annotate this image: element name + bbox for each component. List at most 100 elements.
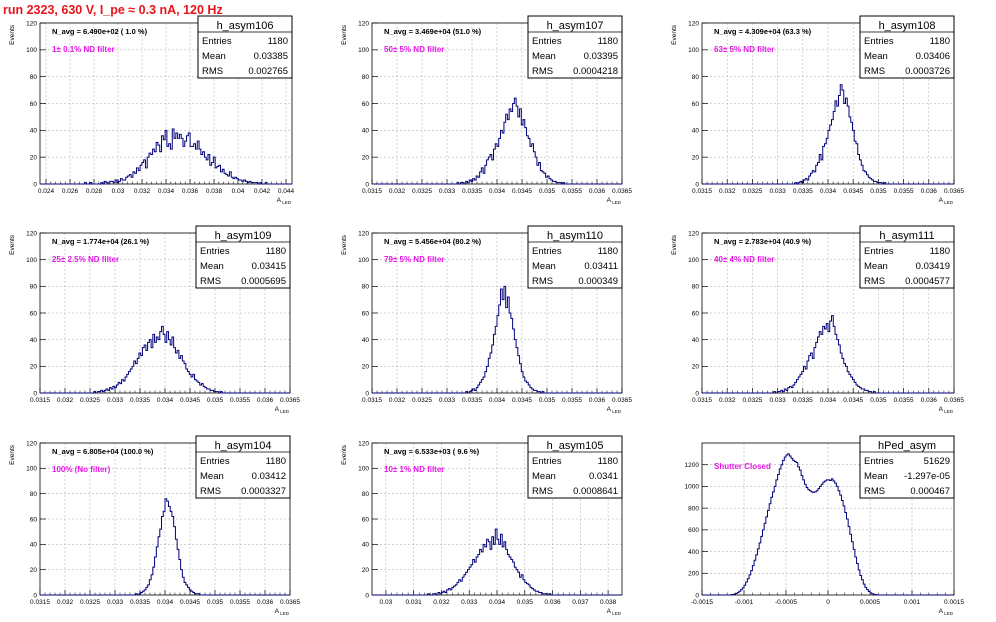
- histogram-panel-h_asym107: 0.0315 0.032 0.0325 0.033 0.0335 0.034 0.0345 0…: [341, 15, 632, 205]
- x-tick-label: 0.0365: [280, 599, 300, 606]
- x-axis-title: A LED: [607, 197, 622, 205]
- filter-label: 25± 2.5% ND filter: [52, 255, 119, 264]
- stats-key: RMS: [864, 276, 885, 287]
- stats-key: Entries: [864, 456, 894, 467]
- stats-key: Entries: [532, 36, 562, 47]
- y-tick-label: 20: [692, 154, 700, 161]
- stats-key: Mean: [864, 51, 888, 62]
- y-tick-label: 100: [688, 257, 699, 264]
- stats-title: h_asym107: [547, 20, 604, 32]
- x-tick-label: 0.0345: [512, 397, 532, 404]
- x-tick-label: 0.037: [572, 599, 589, 606]
- y-tick-label: 0: [695, 592, 699, 599]
- x-tick-label: 0.034: [489, 397, 506, 404]
- x-tick-label: 0.0355: [894, 188, 914, 195]
- histogram-series: [372, 97, 622, 185]
- x-tick-label: 0.0005: [860, 599, 880, 606]
- x-tick-label: 0: [826, 599, 830, 606]
- y-tick-label: 40: [362, 337, 370, 344]
- x-tick-label: 0.036: [589, 397, 606, 404]
- y-tick-label: 40: [30, 337, 38, 344]
- y-tick-label: 60: [692, 101, 700, 108]
- y-tick-label: 20: [362, 154, 370, 161]
- x-tick-label: 0.034: [489, 188, 506, 195]
- x-tick-label: 0.036: [921, 397, 938, 404]
- x-tick-label: 0.0015: [944, 599, 964, 606]
- y-tick-label: 120: [358, 20, 369, 27]
- y-tick-label: 100: [358, 47, 369, 54]
- stats-value: 1180: [598, 246, 618, 257]
- x-tick-label: 0.0345: [843, 188, 863, 195]
- stats-value: 0.0004577: [905, 276, 950, 287]
- y-tick-label: 40: [692, 128, 700, 135]
- y-tick-label: 0: [365, 592, 369, 599]
- stats-value: 0.0005695: [241, 276, 286, 287]
- x-tick-label: 0.04: [232, 188, 245, 195]
- y-tick-label: 0: [33, 592, 37, 599]
- filter-label: 1± 0.1% ND filter: [52, 45, 115, 54]
- x-tick-label: 0.036: [182, 188, 199, 195]
- stats-box: [527, 435, 623, 499]
- y-axis-title: Events: [9, 24, 16, 45]
- stats-key: Mean: [200, 471, 224, 482]
- x-tick-label: 0.0335: [130, 599, 150, 606]
- y-tick-label: 100: [358, 466, 369, 473]
- filter-label: 50± 5% ND filter: [384, 45, 444, 54]
- filter-label: 10± 1% ND filter: [384, 465, 444, 474]
- stats-key: RMS: [864, 66, 885, 77]
- x-tick-label: 0.034: [158, 188, 175, 195]
- x-axis-title: A LED: [939, 197, 954, 205]
- x-tick-label: 0.0315: [362, 397, 382, 404]
- x-axis-title: A LED: [607, 608, 622, 616]
- y-tick-label: 40: [30, 128, 38, 135]
- y-tick-label: 120: [26, 230, 37, 237]
- stats-key: RMS: [532, 276, 553, 287]
- y-tick-label: 60: [692, 310, 700, 317]
- x-tick-label: 0.033: [769, 188, 786, 195]
- y-tick-label: 120: [688, 230, 699, 237]
- stats-key: Entries: [200, 456, 230, 467]
- stats-value: 1180: [266, 246, 286, 257]
- y-tick-label: 100: [26, 257, 37, 264]
- y-tick-label: 600: [688, 527, 699, 534]
- x-tick-label: 0.0335: [462, 397, 482, 404]
- x-tick-label: 0.036: [544, 599, 561, 606]
- stats-value: 0.03395: [584, 51, 618, 62]
- x-tick-label: 0.032: [389, 397, 406, 404]
- x-tick-label: 0.0315: [30, 397, 50, 404]
- stats-key: Mean: [864, 261, 888, 272]
- stats-title: h_asym110: [547, 230, 603, 242]
- y-tick-label: 80: [30, 491, 38, 498]
- stats-value: 1180: [598, 36, 618, 47]
- histogram-series: [40, 128, 292, 185]
- stats-key: Mean: [532, 471, 556, 482]
- x-tick-label: 0.024: [38, 188, 55, 195]
- stats-title: h_asym109: [215, 230, 272, 242]
- stats-key: Entries: [532, 246, 562, 257]
- x-axis-title: A LED: [607, 406, 622, 414]
- y-tick-label: 40: [362, 542, 370, 549]
- x-tick-label: 0.0325: [742, 188, 762, 195]
- y-tick-label: 60: [30, 310, 38, 317]
- stats-box: [195, 225, 291, 289]
- x-tick-label: 0.032: [134, 188, 151, 195]
- x-tick-label: 0.0325: [80, 397, 100, 404]
- y-tick-label: 1200: [685, 462, 700, 469]
- y-tick-label: 100: [26, 466, 37, 473]
- x-tick-label: 0.0365: [944, 188, 964, 195]
- histogram-panel-h_asym110: 0.0315 0.032 0.0325 0.033 0.0335 0.034 0.0345 0…: [341, 225, 632, 414]
- y-tick-label: 60: [362, 101, 370, 108]
- x-tick-label: 0.035: [539, 188, 556, 195]
- x-tick-label: 0.001: [904, 599, 921, 606]
- stats-key: Mean: [200, 261, 224, 272]
- stats-value: 0.0003327: [241, 486, 286, 497]
- histogram-panel-h_asym109: 0.0315 0.032 0.0325 0.033 0.0335 0.034 0.0345 0…: [9, 225, 300, 414]
- y-tick-label: 400: [688, 549, 699, 556]
- stats-value: 0.03415: [252, 261, 286, 272]
- y-tick-label: 80: [362, 284, 370, 291]
- x-tick-label: 0.036: [257, 599, 274, 606]
- x-tick-label: 0.038: [600, 599, 617, 606]
- histogram-panel-h_asym106: 0.024 0.026 0.028 0.03 0.032 0.034 0.036 0.038 0…: [9, 15, 295, 205]
- navg-label: N_avg = 6.533e+03 ( 9.6 %): [384, 447, 480, 456]
